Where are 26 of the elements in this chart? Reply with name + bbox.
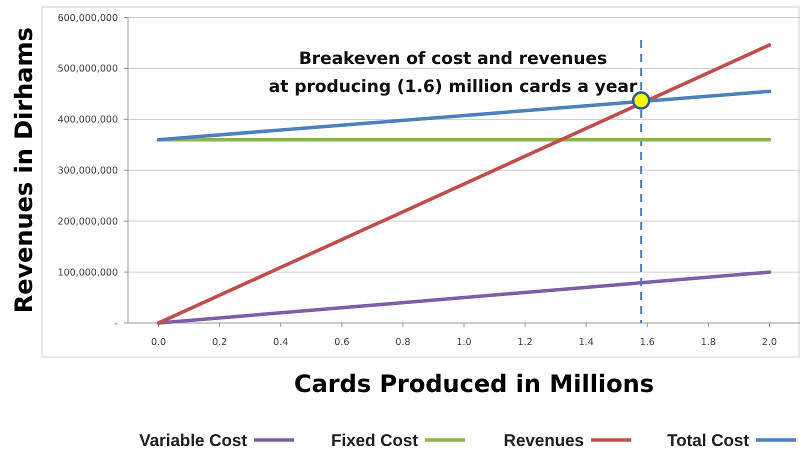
y-tick-label: 500,000,000 <box>58 64 118 75</box>
legend-label: Revenues <box>504 431 584 450</box>
y-tick-label: 300,000,000 <box>58 166 118 177</box>
x-tick-label: 0.0 <box>150 337 166 348</box>
legend-label: Total Cost <box>667 431 750 450</box>
legend-label: Fixed Cost <box>331 431 418 450</box>
y-tick-label: - <box>114 318 118 330</box>
x-tick-label: 1.8 <box>700 337 716 348</box>
legend-label: Variable Cost <box>139 431 248 450</box>
x-tick-label: 0.4 <box>273 337 288 348</box>
y-tick-label: 400,000,000 <box>58 114 118 126</box>
y-axis-title: Revenues in Dirhams <box>10 27 38 314</box>
x-axis-title: Cards Produced in Millions <box>294 370 654 398</box>
x-tick-label: 0.8 <box>395 337 410 348</box>
x-tick-label: 1.2 <box>518 337 533 348</box>
annotation: Breakeven of cost and revenues <box>298 49 608 69</box>
y-tick-label: 100,000,000 <box>58 267 118 278</box>
y-tick-label: 200,000,000 <box>58 216 118 228</box>
x-tick-label: 1.6 <box>640 337 655 348</box>
annotation: at producing (1.6) million cards a year <box>268 77 638 97</box>
x-tick-label: 2.0 <box>762 337 778 348</box>
x-tick-label: 1.0 <box>456 337 472 348</box>
x-tick-label: 0.6 <box>334 337 350 348</box>
y-tick-label: 600,000,000 <box>58 12 118 24</box>
x-tick-label: 1.4 <box>578 337 594 348</box>
x-tick-label: 0.2 <box>212 337 228 348</box>
